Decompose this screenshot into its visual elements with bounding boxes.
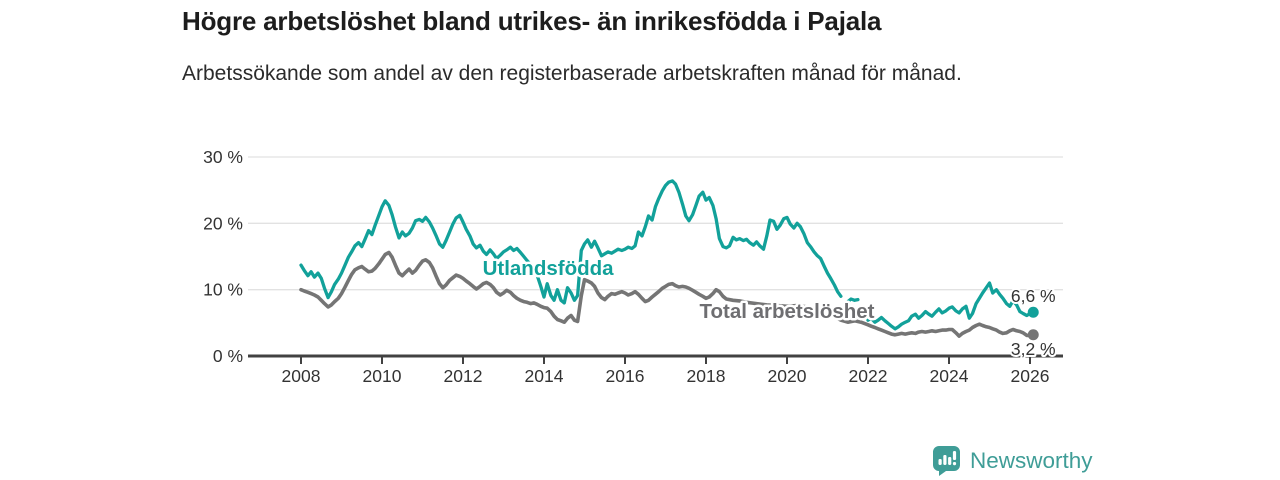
x-tick-label: 2008 bbox=[282, 366, 321, 386]
y-tick-label: 10 % bbox=[203, 280, 243, 300]
newsworthy-logo: Newsworthy bbox=[932, 445, 1093, 476]
newsworthy-bar-chart-icon bbox=[933, 446, 960, 476]
series-end-dot-total-arbetsl-shet bbox=[1027, 329, 1039, 341]
x-tick-label: 2024 bbox=[930, 366, 969, 386]
y-tick-label: 30 % bbox=[203, 147, 243, 167]
page-title: Högre arbetslöshet bland utrikes- än inr… bbox=[182, 6, 882, 36]
series-line-utlandsf-dda bbox=[866, 281, 1035, 331]
x-tick-label: 2022 bbox=[849, 366, 888, 386]
series-label-utlandsf-dda: Utlandsfödda bbox=[483, 257, 615, 280]
x-tick-label: 2026 bbox=[1011, 366, 1050, 386]
x-tick-label: 2014 bbox=[525, 366, 564, 386]
series-end-label-total-arbetsl-shet: 3,2 % bbox=[1011, 339, 1056, 359]
x-tick-label: 2016 bbox=[606, 366, 645, 386]
series-end-dot-utlandsf-dda bbox=[1027, 306, 1039, 318]
series-line-total-arbetsl-shet bbox=[299, 250, 1035, 338]
series-label-total-arbetsl-shet: Total arbetslöshet bbox=[699, 300, 874, 323]
x-tick-label: 2010 bbox=[363, 366, 402, 386]
series-line-utlandsf-dda bbox=[299, 179, 843, 305]
x-tick-label: 2012 bbox=[444, 366, 483, 386]
chart-subtitle: Arbetssökande som andel av den registerb… bbox=[182, 62, 962, 85]
series-line-utlandsf-dda bbox=[846, 297, 860, 304]
y-tick-label: 20 % bbox=[203, 213, 243, 233]
y-tick-label: 0 % bbox=[213, 346, 243, 366]
series-end-label-utlandsf-dda: 6,6 % bbox=[1011, 286, 1056, 306]
x-tick-label: 2018 bbox=[687, 366, 726, 386]
newsworthy-wordmark: Newsworthy bbox=[970, 447, 1093, 473]
x-tick-label: 2020 bbox=[768, 366, 807, 386]
